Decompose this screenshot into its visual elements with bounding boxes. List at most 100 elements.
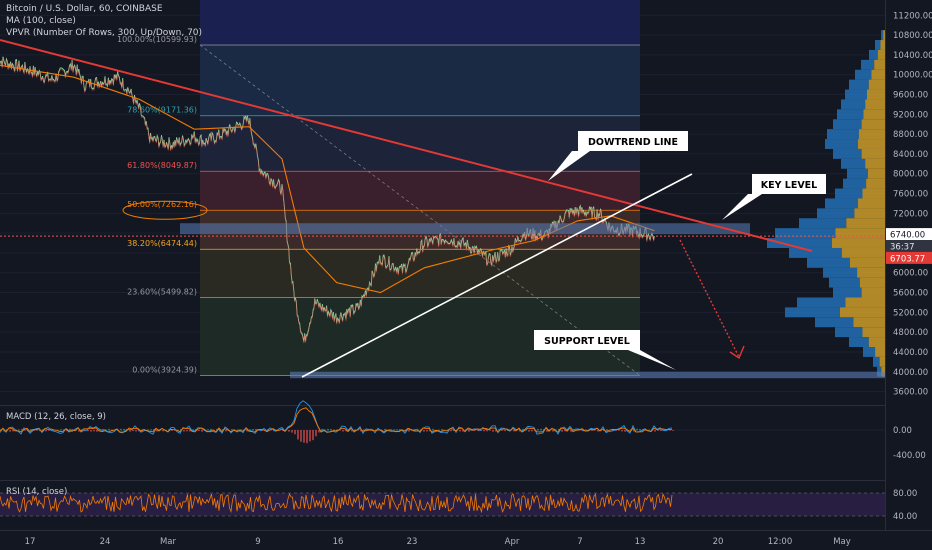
volume-bar-up [807,257,850,268]
callout-label: KEY LEVEL [761,180,817,191]
rsi-pane [0,492,885,517]
macd-histogram-bar [546,430,548,432]
macd-histogram-bar [60,429,62,431]
volume-bar-up [815,317,854,328]
red-price-tag[interactable]: 6703.77 [886,251,932,265]
volume-bar-down [866,178,885,189]
fib-level-label: 23.60%(5499.82) [127,288,197,297]
callout-key-level[interactable]: KEY LEVEL [722,174,826,220]
macd-histogram-bar [123,428,125,431]
volume-bar-down [861,119,885,130]
ma-indicator-label[interactable]: MA (100, close) [6,16,76,26]
macd-histogram-bar [39,430,41,432]
macd-histogram-bar [189,430,191,432]
price-axis[interactable]: 11200.00 10800.00 10400.00 10000.00 9600.00 9… [886,11,932,522]
macd-histogram-bar [471,430,473,431]
macd-label[interactable]: MACD (12, 26, close, 9) [6,412,106,422]
macd-histogram-bar [498,428,500,431]
macd-histogram-bar [141,429,143,431]
macd-histogram-bar [621,430,623,432]
rsi-band [0,493,885,516]
volume-bar-down [835,228,885,239]
callout-box [548,131,688,181]
callout-downtrend[interactable]: DOWTREND LINE [548,131,688,181]
rsi-line [0,492,673,514]
volume-bar-up [833,287,862,298]
price-tick: 9600.00 [893,90,928,100]
pane-divider [0,530,932,531]
price-tick: 11200.00 [893,11,932,21]
macd-histogram-bar [156,430,158,432]
macd-signal-line [0,407,673,433]
macd-histogram-bar [36,430,38,431]
time-tick: 9 [255,537,260,547]
macd-histogram-bar [315,430,317,437]
macd-histogram-bar [450,430,452,432]
macd-histogram-bar [69,428,71,431]
rsi-label[interactable]: RSI (14, close) [6,487,68,497]
volume-bar-down [845,297,885,308]
volume-bar-up [789,247,842,258]
price-tick: 10800.00 [893,31,932,41]
time-tick: Apr [505,537,520,547]
pane-divider [0,405,885,406]
macd-histogram-bar [120,428,122,431]
volume-bar-up [861,59,875,70]
macd-histogram-bar [357,430,359,431]
macd-histogram-bar [351,430,353,432]
macd-histogram-bar [603,430,605,432]
volume-bar-up [841,158,866,169]
price-tick: 5200.00 [893,308,928,318]
macd-histogram-bar [177,429,179,431]
macd-histogram-bar [345,430,347,432]
volume-bar-up [833,119,862,130]
vpvr-indicator-label[interactable]: VPVR (Number Of Rows, 300, Up/Down, 70) [6,28,203,38]
macd-histogram-bar [396,429,398,431]
callout-box [722,174,826,220]
time-axis[interactable]: 17 24 Mar 9 16 23 Apr 7 13 20 12:00 May [25,537,851,547]
volume-bar-up [785,307,840,318]
volume-bar-down [868,79,885,90]
macd-histogram-bar [198,430,200,431]
current-price-tag[interactable]: 6740.00 [886,228,932,241]
volume-bar-down [849,257,885,268]
macd-histogram-bar [399,429,401,431]
price-tick: 4400.00 [893,348,928,358]
volume-bar-up [799,218,847,229]
volume-bar-down [862,188,885,199]
macd-histogram-bar [540,428,542,431]
volume-bar-down [841,247,885,258]
price-tick: 7600.00 [893,190,928,200]
macd-histogram-bar [246,430,248,432]
macd-histogram-bar [291,430,293,433]
macd-histogram-bar [525,429,527,431]
macd-histogram-bar [483,430,485,432]
volume-bar-down [875,347,885,357]
volume-bar-down [877,49,885,60]
fib-zone [200,249,640,298]
volume-bar-down [865,158,885,169]
axis-divider [885,0,886,530]
price-tick: 7200.00 [893,209,928,219]
macd-histogram-bar [90,430,92,432]
volume-bar-down [871,69,885,80]
volume-bar-down [858,139,885,149]
volume-bar-up [835,327,863,338]
volume-bar-up [855,69,872,80]
macd-histogram-bar [306,430,308,444]
callout-support-level[interactable]: SUPPORT LEVEL [534,330,676,370]
rsi-tick: 40.00 [893,512,917,522]
forecast-arrow-line [679,239,740,358]
macd-histogram-bar [18,429,20,431]
volume-bar-up [863,347,876,357]
volume-bar-up [775,228,836,239]
symbol-title[interactable]: Bitcoin / U.S. Dollar, 60, COINBASE [6,4,163,14]
macd-histogram-bar [441,428,443,431]
countdown-tag[interactable]: 36:37 [886,240,932,253]
macd-histogram-bar [108,428,110,431]
trend-drawings[interactable]: DOWTREND LINE KEY LEVEL SUPPORT LEVEL [0,39,885,379]
volume-bar-down [846,218,885,229]
macd-histogram-bar [585,429,587,431]
volume-bar-down [863,109,885,120]
